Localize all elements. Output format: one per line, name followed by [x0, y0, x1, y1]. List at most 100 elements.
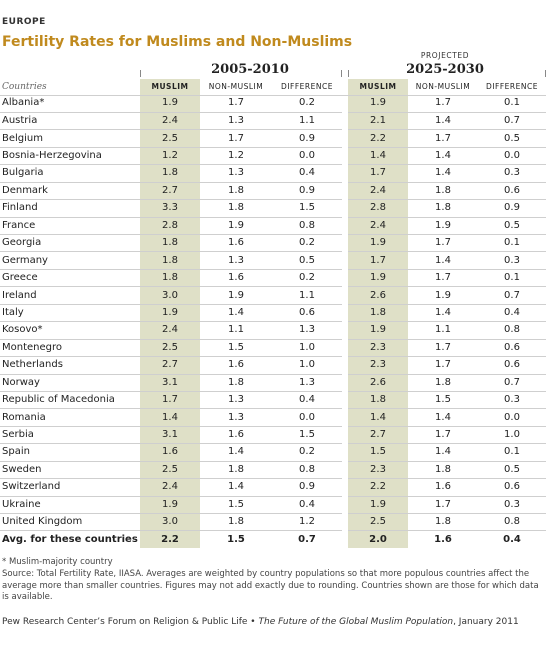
value-cell-m1: 2.4: [140, 478, 200, 497]
value-cell-m1: 3.3: [140, 199, 200, 218]
value-cell-d2: 0.0: [478, 408, 546, 427]
value-cell-m1: 3.0: [140, 286, 200, 305]
value-cell-d2: 0.3: [478, 496, 546, 515]
table-row: Finland 3.3 1.8 1.5 2.8 1.8 0.9: [0, 199, 546, 218]
value-cell-n2: 1.9: [408, 286, 478, 305]
value-cell-n2: 1.4: [408, 443, 478, 462]
country-cell: Switzerland: [0, 478, 140, 497]
col-header-difference-1: DIFFERENCE: [281, 82, 333, 91]
value-cell-d1: 1.5: [272, 199, 342, 218]
value-cell-n1: 1.5: [227, 533, 245, 545]
country-cell: Republic of Macedonia: [0, 391, 140, 410]
country-cell: Avg. for these countries: [2, 533, 138, 545]
table-row: Serbia 3.1 1.6 1.5 2.7 1.7 1.0: [0, 426, 546, 445]
value-cell-d1: 0.8: [272, 461, 342, 480]
country-cell: Albania*: [0, 95, 140, 113]
value-cell-m1: 2.5: [140, 339, 200, 358]
value-cell-m1: 1.6: [140, 443, 200, 462]
value-cell-n2: 1.4: [408, 164, 478, 183]
col-header-muslim-1: MUSLIM: [151, 82, 189, 91]
value-cell-n1: 1.6: [200, 426, 272, 445]
country-cell: Finland: [0, 199, 140, 218]
value-cell-n1: 1.3: [200, 112, 272, 131]
value-cell-d2: 0.7: [478, 286, 546, 305]
value-cell-n2: 1.7: [408, 234, 478, 253]
value-cell-n2: 1.4: [408, 147, 478, 166]
value-cell-m2: 2.5: [348, 513, 408, 532]
value-cell-n2: 1.6: [408, 478, 478, 497]
value-cell-d1: 0.2: [272, 443, 342, 462]
value-cell-d1: 1.3: [272, 321, 342, 340]
value-cell-m1: 1.8: [140, 269, 200, 288]
value-cell-m2: 1.9: [348, 269, 408, 288]
footnote: * Muslim-majority country: [2, 557, 113, 567]
value-cell-m1: 2.5: [140, 129, 200, 148]
value-cell-m2: 2.0: [369, 533, 387, 545]
table-body: Albania* 1.9 1.7 0.2 1.9 1.7 0.1 Austria 2.4 1.3 1…: [0, 95, 546, 548]
value-cell-n2: 1.4: [408, 408, 478, 427]
credit-org: Pew Research Center’s Forum on Religion …: [2, 617, 256, 627]
value-cell-m2: 1.9: [348, 496, 408, 515]
country-cell: France: [0, 217, 140, 236]
value-cell-n2: 1.4: [408, 251, 478, 270]
value-cell-m2: 2.6: [348, 286, 408, 305]
value-cell-d2: 0.4: [478, 304, 546, 323]
value-cell-d1: 0.6: [272, 304, 342, 323]
value-cell-m1: 2.4: [140, 112, 200, 131]
country-cell: Netherlands: [0, 356, 140, 375]
projected-label: PROJECTED: [420, 51, 470, 60]
value-cell-d1: 1.5: [272, 426, 342, 445]
value-cell-n1: 1.3: [200, 408, 272, 427]
table-row: United Kingdom 3.0 1.8 1.2 2.5 1.8 0.8: [0, 513, 546, 532]
value-cell-d2: 0.3: [478, 164, 546, 183]
value-cell-n2: 1.8: [408, 461, 478, 480]
country-cell: Sweden: [0, 461, 140, 480]
value-cell-d2: 0.1: [478, 95, 546, 113]
value-cell-m1: 2.5: [140, 461, 200, 480]
country-cell: Georgia: [0, 234, 140, 253]
value-cell-m2: 1.9: [348, 234, 408, 253]
table-row: Bulgaria 1.8 1.3 0.4 1.7 1.4 0.3: [0, 164, 546, 183]
value-cell-d2: 0.0: [478, 147, 546, 166]
value-cell-d2: 0.3: [478, 251, 546, 270]
col-header-countries: Countries: [2, 82, 47, 92]
value-cell-d2: 0.4: [503, 533, 521, 545]
table-row: Montenegro 2.5 1.5 1.0 2.3 1.7 0.6: [0, 339, 546, 358]
table-row: Ukraine 1.9 1.5 0.4 1.9 1.7 0.3: [0, 496, 546, 515]
value-cell-d1: 1.1: [272, 112, 342, 131]
country-cell: Belgium: [0, 129, 140, 148]
table-row: Bosnia-Herzegovina 1.2 1.2 0.0 1.4 1.4 0.0: [0, 147, 546, 166]
value-cell-n1: 1.8: [200, 513, 272, 532]
table-row: Belgium 2.5 1.7 0.9 2.2 1.7 0.5: [0, 129, 546, 148]
value-cell-d2: 0.9: [478, 199, 546, 218]
col-header-nonmuslim-1: NON-MUSLIM: [208, 82, 264, 91]
table-row: Germany 1.8 1.3 0.5 1.7 1.4 0.3: [0, 251, 546, 270]
value-cell-n1: 1.9: [200, 286, 272, 305]
value-cell-d1: 1.0: [272, 356, 342, 375]
country-cell: Bosnia-Herzegovina: [0, 147, 140, 166]
value-cell-m2: 2.2: [348, 129, 408, 148]
value-cell-n2: 1.7: [408, 269, 478, 288]
table-row: Sweden 2.5 1.8 0.8 2.3 1.8 0.5: [0, 461, 546, 480]
value-cell-m2: 2.8: [348, 199, 408, 218]
value-cell-n1: 1.3: [200, 164, 272, 183]
value-cell-m1: 2.7: [140, 182, 200, 201]
value-cell-n1: 1.9: [200, 217, 272, 236]
value-cell-d2: 0.5: [478, 129, 546, 148]
credit-line: Pew Research Center’s Forum on Religion …: [2, 617, 519, 627]
value-cell-n1: 1.5: [200, 339, 272, 358]
value-cell-n2: 1.7: [408, 129, 478, 148]
country-cell: Kosovo*: [0, 321, 140, 340]
table-row: France 2.8 1.9 0.8 2.4 1.9 0.5: [0, 217, 546, 236]
value-cell-n2: 1.5: [408, 391, 478, 410]
period-1-label: 2005-2010: [211, 62, 289, 77]
value-cell-n2: 1.8: [408, 182, 478, 201]
value-cell-d1: 0.9: [272, 182, 342, 201]
country-cell: Bulgaria: [0, 164, 140, 183]
value-cell-n1: 1.4: [200, 443, 272, 462]
value-cell-m1: 1.9: [140, 304, 200, 323]
value-cell-m1: 3.0: [140, 513, 200, 532]
value-cell-d2: 0.6: [478, 478, 546, 497]
value-cell-n2: 1.9: [408, 217, 478, 236]
value-cell-m2: 2.6: [348, 374, 408, 392]
